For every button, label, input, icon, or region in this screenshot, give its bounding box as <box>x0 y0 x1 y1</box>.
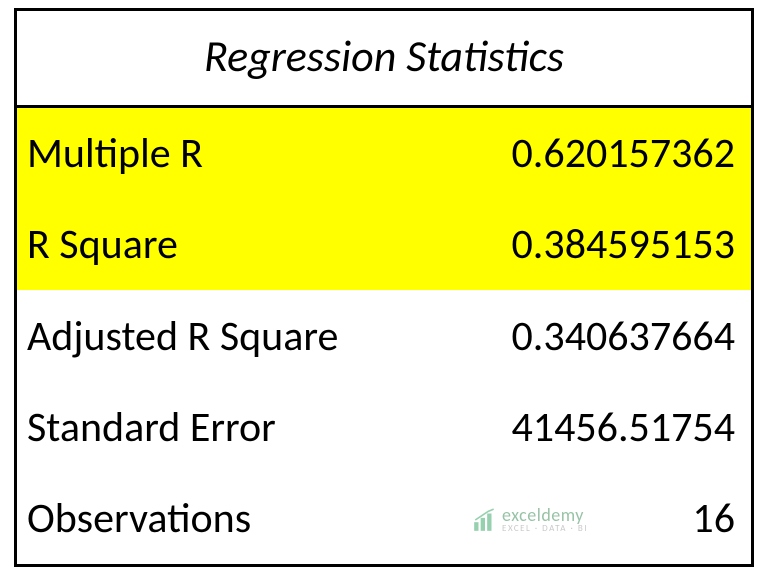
table-row: Adjusted R Square 0.340637664 <box>17 290 751 381</box>
table-row: Standard Error 41456.51754 <box>17 382 751 473</box>
table-title: Regression Statistics <box>17 11 751 108</box>
stat-label: Observations <box>27 493 251 544</box>
stat-label: Multiple R <box>27 128 203 179</box>
stat-value: 0.620157362 <box>512 128 735 179</box>
stat-label: Standard Error <box>27 402 276 453</box>
stat-label: R Square <box>27 219 178 270</box>
table-row: Multiple R 0.620157362 <box>17 108 751 199</box>
stat-value: 41456.51754 <box>512 402 735 453</box>
stat-label: Adjusted R Square <box>27 311 338 362</box>
table-body: Multiple R 0.620157362 R Square 0.384595… <box>17 108 751 564</box>
table-row: Observations 16 <box>17 473 751 564</box>
stat-value: 0.340637664 <box>512 311 735 362</box>
table-row: R Square 0.384595153 <box>17 199 751 290</box>
stat-value: 16 <box>692 493 735 544</box>
regression-statistics-table: Regression Statistics Multiple R 0.62015… <box>14 8 754 567</box>
stat-value: 0.384595153 <box>512 219 735 270</box>
